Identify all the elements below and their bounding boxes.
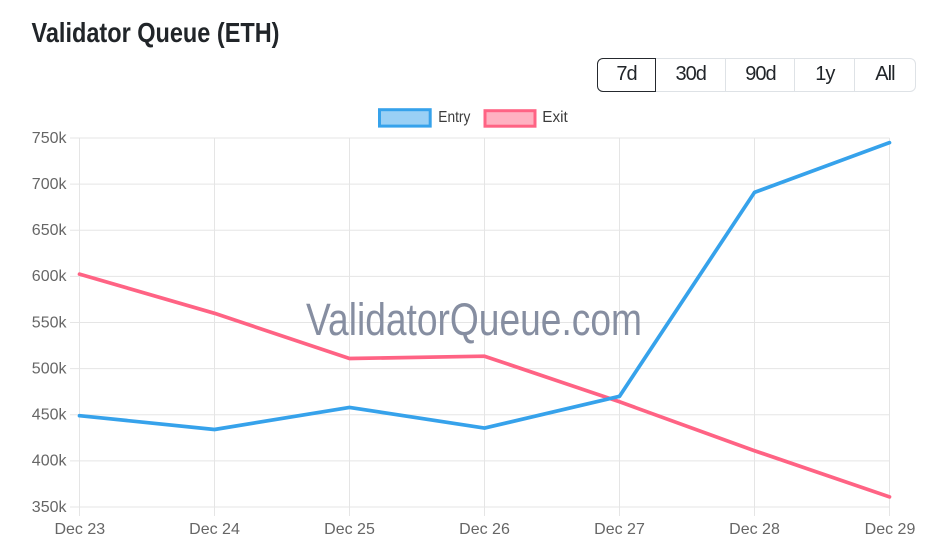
svg-text:Entry: Entry bbox=[438, 109, 470, 126]
svg-text:Dec 29: Dec 29 bbox=[865, 521, 916, 538]
svg-text:750k: 750k bbox=[32, 130, 68, 147]
svg-text:Dec 24: Dec 24 bbox=[189, 521, 240, 538]
svg-text:Dec 23: Dec 23 bbox=[54, 521, 105, 538]
svg-text:Dec 26: Dec 26 bbox=[459, 521, 510, 538]
svg-text:ValidatorQueue.com: ValidatorQueue.com bbox=[306, 294, 642, 345]
svg-text:550k: 550k bbox=[32, 314, 68, 331]
svg-text:Exit: Exit bbox=[542, 109, 568, 126]
svg-text:500k: 500k bbox=[32, 360, 68, 377]
svg-text:Validator Queue (ETH): Validator Queue (ETH) bbox=[32, 17, 280, 48]
svg-text:650k: 650k bbox=[32, 222, 68, 239]
svg-text:Dec 28: Dec 28 bbox=[729, 521, 780, 538]
svg-text:Dec 25: Dec 25 bbox=[324, 521, 375, 538]
svg-text:Dec 27: Dec 27 bbox=[594, 521, 645, 538]
svg-text:600k: 600k bbox=[32, 268, 68, 285]
svg-text:700k: 700k bbox=[32, 176, 68, 193]
svg-text:350k: 350k bbox=[32, 499, 68, 516]
svg-text:400k: 400k bbox=[32, 453, 68, 470]
svg-text:450k: 450k bbox=[32, 407, 68, 424]
